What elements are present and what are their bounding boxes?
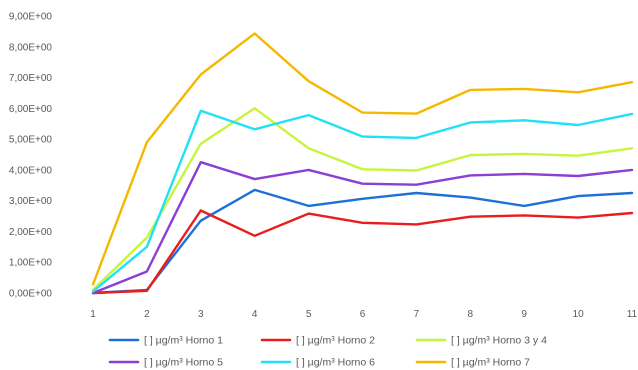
y-tick-label: 0,00E+00 <box>9 289 53 300</box>
x-tick-label: 1 <box>90 309 96 320</box>
y-tick-label: 8,00E+00 <box>9 42 53 53</box>
legend-item-6: [ ] µg/m³ Horno 7 <box>415 357 530 369</box>
x-tick-label: 11 <box>627 309 638 320</box>
x-tick-label: 7 <box>414 309 420 320</box>
legend-label: [ ] µg/m³ Horno 2 <box>296 335 375 347</box>
x-tick-label: 2 <box>144 309 150 320</box>
legend-item-3: [ ] µg/m³ Horno 3 y 4 <box>415 335 547 347</box>
y-tick-label: 7,00E+00 <box>9 73 53 84</box>
plot-area <box>91 32 634 295</box>
y-tick-label: 6,00E+00 <box>9 104 53 115</box>
x-tick-label: 9 <box>521 309 527 320</box>
legend: [ ] µg/m³ Horno 1 [ ] µg/m³ Horno 2 [ ] µg… <box>108 335 547 369</box>
y-tick-label: 1,00E+00 <box>9 258 53 269</box>
x-axis: 1 2 3 4 5 6 7 8 9 10 11 <box>90 309 637 320</box>
series-line-2 <box>91 209 634 295</box>
legend-item-5: [ ] µg/m³ Horno 6 <box>260 357 375 369</box>
x-tick-label: 8 <box>468 309 474 320</box>
y-axis: 0,00E+00 1,00E+00 2,00E+00 3,00E+00 4,00E+00… <box>9 12 53 300</box>
x-tick-label: 10 <box>573 309 585 320</box>
x-tick-label: 3 <box>198 309 204 320</box>
legend-label: [ ] µg/m³ Horno 3 y 4 <box>451 335 547 347</box>
legend-label: [ ] µg/m³ Horno 6 <box>296 357 375 369</box>
y-tick-label: 4,00E+00 <box>9 165 53 176</box>
series-line-1 <box>91 188 634 295</box>
y-tick-label: 5,00E+00 <box>9 135 53 146</box>
legend-item-4: [ ] µg/m³ Horno 5 <box>108 357 223 369</box>
series-line-5 <box>91 109 634 293</box>
series-line-3 <box>91 107 634 292</box>
x-tick-label: 5 <box>306 309 312 320</box>
x-tick-label: 4 <box>252 309 258 320</box>
legend-label: [ ] µg/m³ Horno 7 <box>451 357 530 369</box>
legend-label: [ ] µg/m³ Horno 5 <box>144 357 223 369</box>
legend-item-1: [ ] µg/m³ Horno 1 <box>108 335 223 347</box>
y-tick-label: 9,00E+00 <box>9 12 53 23</box>
series-line-6 <box>91 32 634 286</box>
legend-label: [ ] µg/m³ Horno 1 <box>144 335 223 347</box>
legend-item-2: [ ] µg/m³ Horno 2 <box>260 335 375 347</box>
series-line-4 <box>91 160 634 295</box>
x-tick-label: 6 <box>360 309 366 320</box>
y-tick-label: 2,00E+00 <box>9 227 53 238</box>
y-tick-label: 3,00E+00 <box>9 196 53 207</box>
